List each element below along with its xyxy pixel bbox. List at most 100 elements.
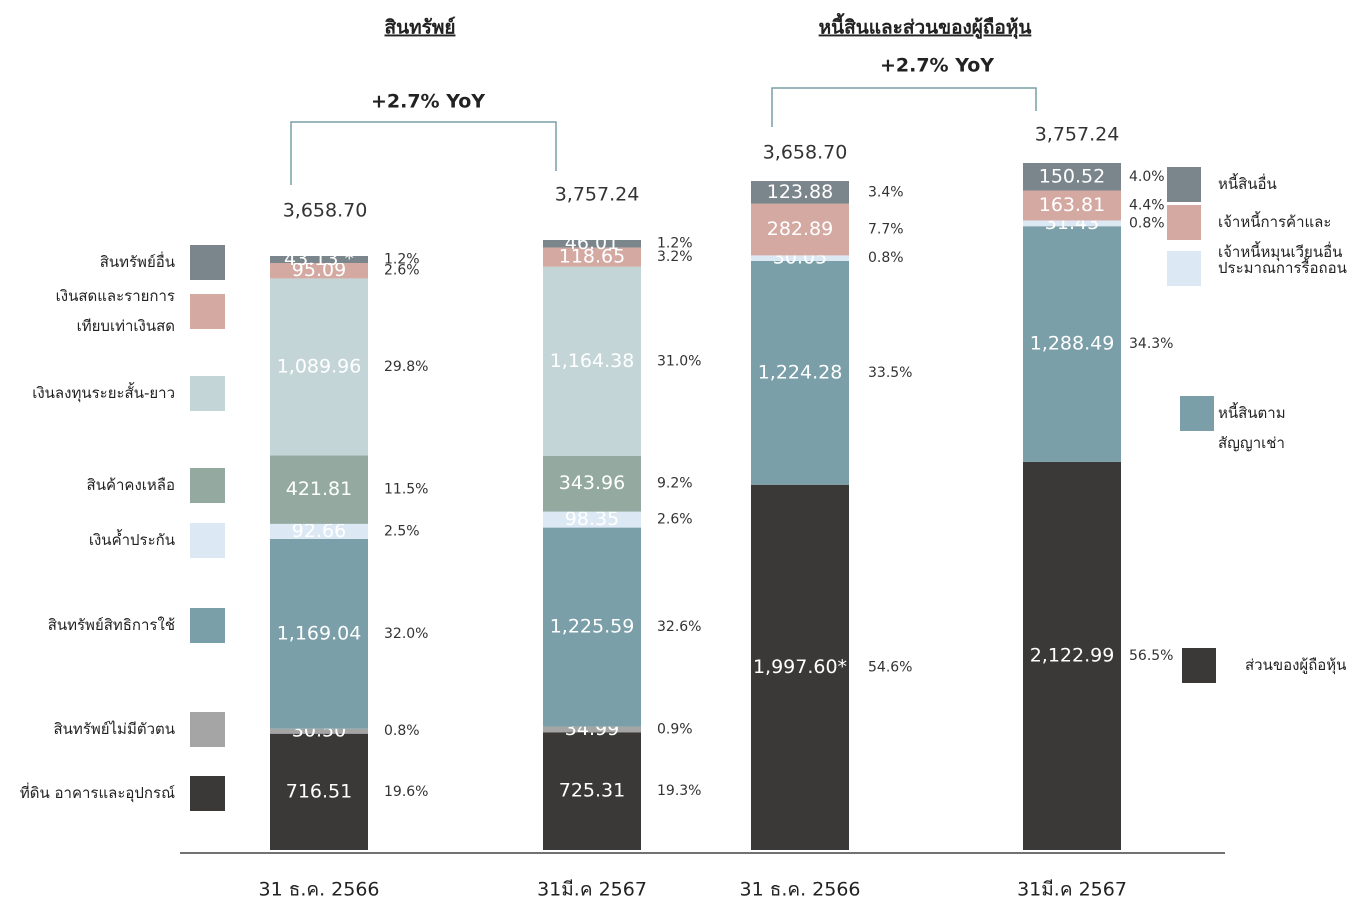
value-label: 1,169.04 xyxy=(277,622,362,644)
value-label: 1,997.60* xyxy=(753,656,847,678)
annotation: +2.7% YoY xyxy=(880,55,994,77)
x-tick-label: 31มี.ค 2567 xyxy=(537,879,647,901)
share-label: 0.8% xyxy=(384,723,420,739)
value-label: 1,225.59 xyxy=(550,616,635,638)
bar-segment xyxy=(751,203,849,256)
value-label: 95.09 xyxy=(292,259,346,281)
legend-swatch xyxy=(190,376,225,411)
x-tick-label: 31 ธ.ค. 2566 xyxy=(740,879,861,901)
share-label: 3.4% xyxy=(868,184,904,200)
share-label: 9.2% xyxy=(657,476,693,492)
legend-label: หนี้สินอื่น xyxy=(1218,175,1277,193)
legend-label: เงินลงทุนระยะสั้น-ยาว xyxy=(32,384,175,402)
share-label: 19.3% xyxy=(657,783,701,799)
share-label: 2.5% xyxy=(384,523,420,539)
legend-label: สินค้าคงเหลือ xyxy=(86,476,175,494)
bar-segment xyxy=(543,732,641,850)
bar-segment xyxy=(543,527,641,727)
total-label: 3,757.24 xyxy=(1035,124,1120,146)
legend-label: เงินสดและรายการ เทียบเท่าเงินสด xyxy=(55,287,175,335)
bar-segment xyxy=(270,733,368,850)
legend-label: สินทรัพย์ไม่มีตัวตน xyxy=(53,720,175,738)
share-label: 29.8% xyxy=(384,359,428,375)
legend-swatch xyxy=(190,608,225,643)
value-label: 123.88 xyxy=(767,181,833,203)
bar-segment xyxy=(543,266,641,456)
value-label: 282.89 xyxy=(767,218,833,240)
x-tick-label: 31 ธ.ค. 2566 xyxy=(259,879,380,901)
value-label: 421.81 xyxy=(286,478,352,500)
chart-title: หนี้สินและส่วนของผู้ถือหุ้น xyxy=(819,13,1032,40)
value-label: 92.66 xyxy=(292,520,346,542)
x-tick-label: 31มี.ค 2567 xyxy=(1017,879,1127,901)
legend-label: ที่ดิน อาคารและอุปกรณ์ xyxy=(19,784,175,802)
legend-swatch xyxy=(1167,167,1201,202)
legend-swatch xyxy=(190,245,225,280)
share-label: 4.4% xyxy=(1129,197,1165,213)
bar-segment xyxy=(270,255,368,264)
legend-label: เงินค้ำประกัน xyxy=(88,531,175,549)
bar-segment xyxy=(543,726,641,733)
bar-segment xyxy=(543,511,641,528)
value-label: 725.31 xyxy=(559,780,625,802)
share-label: 2.6% xyxy=(657,512,693,528)
value-label: 716.51 xyxy=(286,780,352,802)
value-label: 343.96 xyxy=(559,472,625,494)
bar-segment xyxy=(751,255,849,261)
value-label: 1,288.49 xyxy=(1030,333,1115,355)
legend-swatch xyxy=(190,468,225,503)
bar-segment xyxy=(1023,461,1121,850)
legend-swatch xyxy=(190,523,225,558)
legend-swatch xyxy=(190,776,225,811)
bracket xyxy=(290,121,557,185)
total-label: 3,757.24 xyxy=(555,184,640,206)
legend-label: ประมาณการรื้อถอน xyxy=(1218,259,1347,277)
bar-segment xyxy=(1023,226,1121,462)
value-label: 1,089.96 xyxy=(277,355,362,377)
share-label: 19.6% xyxy=(384,784,428,800)
total-label: 3,658.70 xyxy=(283,199,368,221)
legend-label: ส่วนของผู้ถือหุ้น xyxy=(1245,656,1347,674)
share-label: 2.6% xyxy=(384,263,420,279)
value-label: 1,224.28 xyxy=(758,361,843,383)
share-label: 31.0% xyxy=(657,353,701,369)
legend-swatch xyxy=(1182,648,1216,683)
share-label: 1.2% xyxy=(657,236,693,252)
bar-segment xyxy=(543,455,641,512)
legend-swatch xyxy=(190,294,225,329)
chart-title: สินทรัพย์ xyxy=(385,17,456,39)
value-label: 150.52 xyxy=(1039,165,1105,187)
share-label: 32.6% xyxy=(657,619,701,635)
bar-segment xyxy=(270,455,368,524)
total-label: 3,658.70 xyxy=(763,142,848,164)
value-label: 2,122.99 xyxy=(1030,644,1115,666)
legend-label: สินทรัพย์สิทธิการใช้ xyxy=(47,616,175,634)
share-label: 0.9% xyxy=(657,721,693,737)
bar-segment xyxy=(1023,163,1121,191)
legend-swatch xyxy=(1167,205,1201,240)
share-label: 1.2% xyxy=(384,251,420,267)
share-label: 33.5% xyxy=(868,365,912,381)
legend-label: หนี้สินตาม สัญญาเช่า xyxy=(1218,404,1286,452)
bar-segment xyxy=(543,247,641,267)
value-label: 46.01 xyxy=(565,232,619,254)
share-label: 0.8% xyxy=(868,250,904,266)
bar-segment xyxy=(751,260,849,485)
value-label: 98.35 xyxy=(565,508,619,530)
bar-segment xyxy=(270,278,368,456)
bracket xyxy=(771,87,1037,128)
bar-segment xyxy=(270,728,368,734)
share-label: 11.5% xyxy=(384,482,428,498)
share-label: 32.0% xyxy=(384,626,428,642)
bar-segment xyxy=(751,181,849,204)
bar-segment xyxy=(543,240,641,248)
annotation: +2.7% YoY xyxy=(371,91,485,113)
share-label: 54.6% xyxy=(868,659,912,675)
value-label: 163.81 xyxy=(1039,194,1105,216)
share-label: 7.7% xyxy=(868,222,904,238)
legend-swatch xyxy=(1180,396,1214,431)
bar-segment xyxy=(1023,220,1121,227)
legend-label: สินทรัพย์อื่น xyxy=(99,253,175,271)
